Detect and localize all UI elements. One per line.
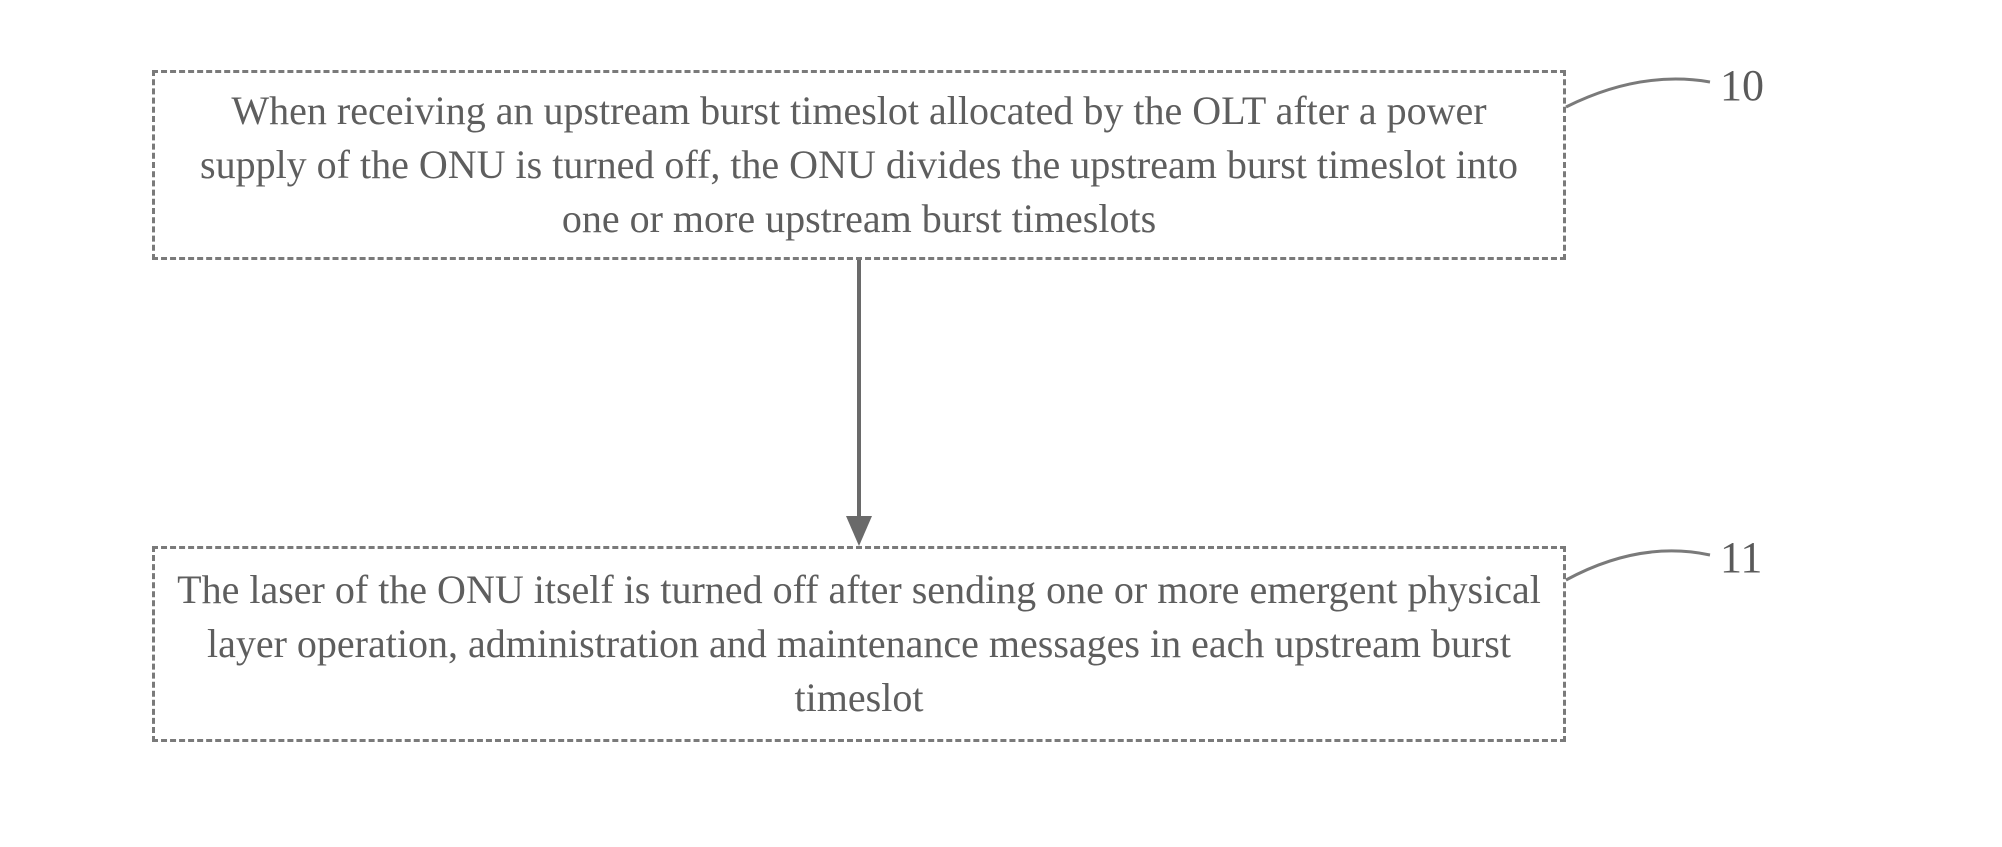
flow-arrow-1-line [857,260,861,520]
flow-box-1-label: 10 [1720,60,1764,111]
flow-box-1-text: When receiving an upstream burst timeslo… [175,84,1543,246]
flow-box-1: When receiving an upstream burst timeslo… [152,70,1566,260]
flow-arrow-1-head [846,516,872,546]
flow-box-2: The laser of the ONU itself is turned of… [152,546,1566,742]
flow-box-2-label: 11 [1720,532,1762,583]
flow-box-2-text: The laser of the ONU itself is turned of… [175,563,1543,725]
